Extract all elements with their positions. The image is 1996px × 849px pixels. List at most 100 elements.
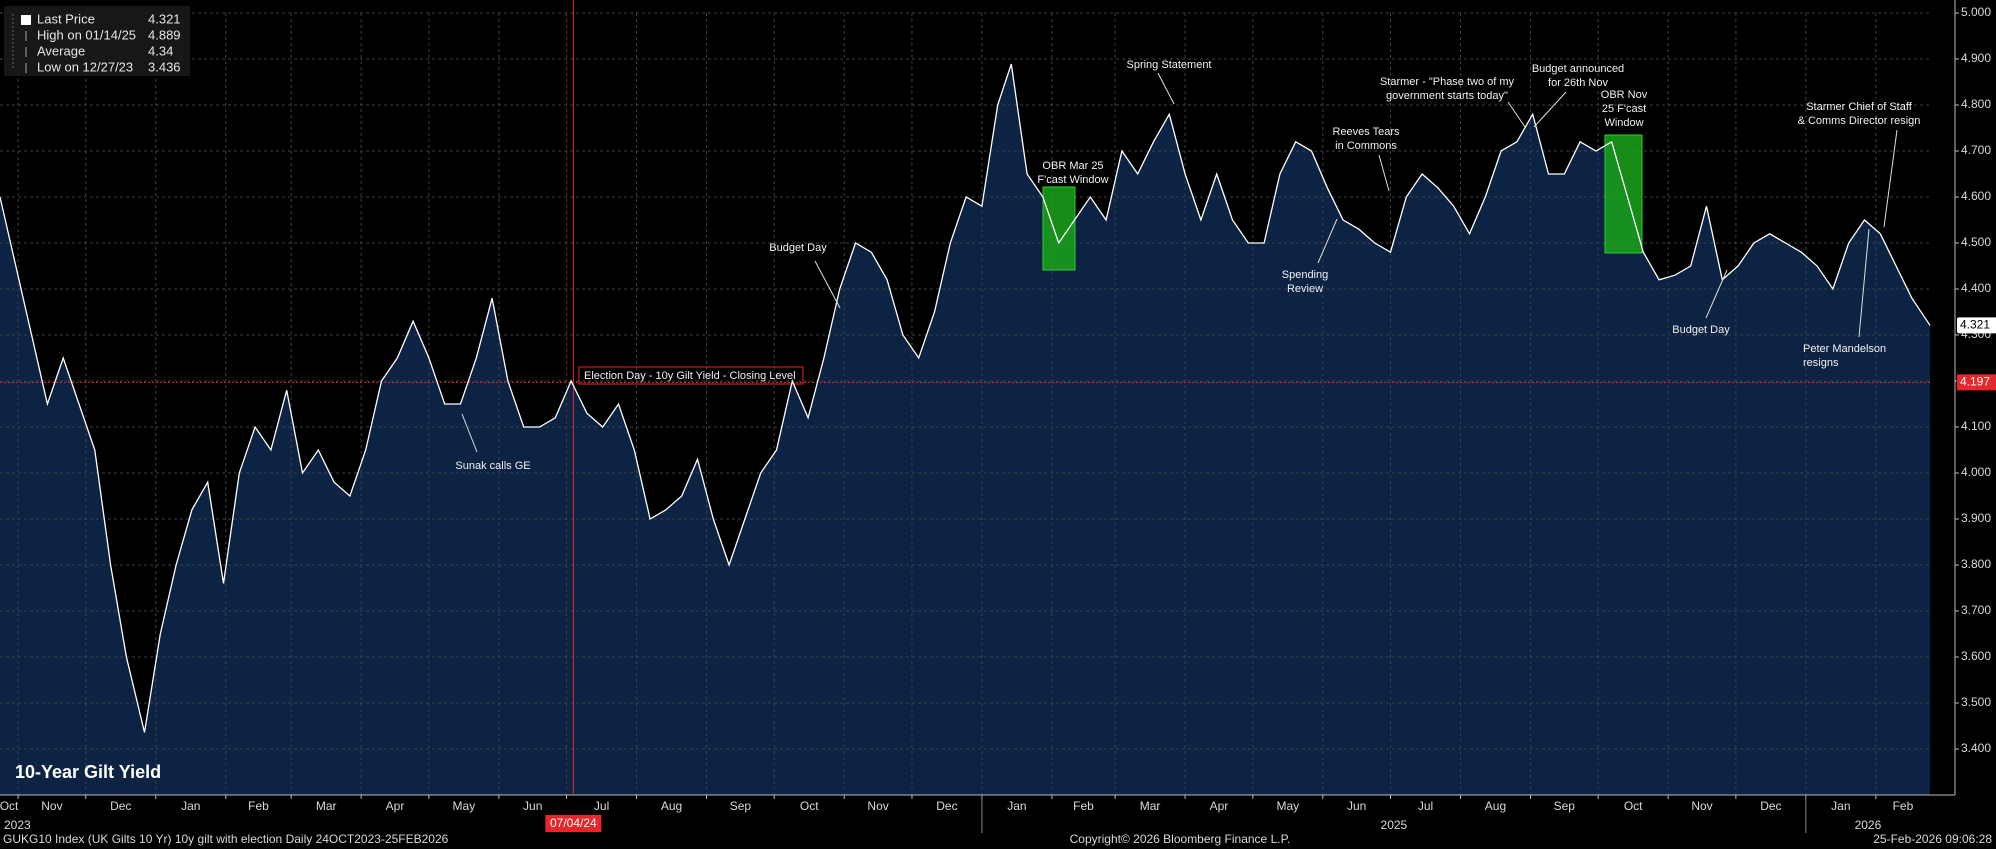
reference-annotation-box (578, 366, 804, 385)
annotation-text: Starmer - "Phase two of my (1380, 76, 1515, 88)
legend-name: Average (37, 43, 85, 58)
x-tick-label: Sep (1554, 799, 1576, 813)
x-tick-label: Aug (1485, 799, 1506, 813)
x-tick-label: May (453, 799, 476, 813)
legend-value: 4.889 (148, 27, 181, 42)
area-fill (0, 64, 1930, 796)
chart-title: 10-Year Gilt Yield (15, 762, 161, 782)
y-tick-label: 4.100 (1961, 419, 1991, 433)
annotation-text: Spending (1282, 269, 1329, 281)
x-tick-label: Nov (1691, 799, 1712, 813)
annotation-leader (1858, 228, 1870, 338)
y-tick-label: 3.700 (1961, 603, 1991, 617)
x-tick-label: Jul (594, 799, 609, 813)
year-label: 2025 (1381, 818, 1408, 832)
x-tick-label: Oct (1624, 799, 1643, 813)
annotation-leader (1157, 72, 1175, 105)
axis-panel (1930, 0, 1996, 795)
year-label: 2023 (4, 818, 31, 832)
x-tick-label: Jun (1347, 799, 1366, 813)
annotation-text: OBR Nov (1601, 89, 1648, 101)
annotation-text: Peter Mandelson (1803, 343, 1886, 355)
date-marker-tag (545, 815, 602, 832)
annotation-text: Budget Day (1672, 324, 1730, 336)
y-tick-label: 3.900 (1961, 511, 1991, 525)
annotation-leader (1883, 129, 1898, 228)
legend-name: Last Price (37, 11, 95, 26)
y-tick-label: 4.700 (1961, 143, 1991, 157)
annotation-text: 25 F'cast (1602, 103, 1646, 115)
y-tick-label: 3.800 (1961, 557, 1991, 571)
legend-box (4, 6, 190, 76)
annotation-leader (1533, 91, 1567, 128)
plot-area (0, 12, 1955, 796)
x-tick-label: Dec (110, 799, 131, 813)
x-tick-label: Oct (800, 799, 819, 813)
x-tick-label: Dec (1760, 799, 1781, 813)
legend-value: 4.34 (148, 43, 173, 58)
legend-value: 3.436 (148, 59, 181, 74)
last-price-tag (1957, 317, 1996, 334)
y-tick-label: 4.500 (1961, 235, 1991, 249)
annotation-leader (1507, 101, 1526, 128)
annotation-leader (1378, 154, 1390, 192)
annotation-text: Starmer Chief of Staff (1806, 101, 1913, 113)
x-tick-label: Dec (936, 799, 957, 813)
legend-name: Low on 12/27/23 (37, 59, 133, 74)
footer-right: 25-Feb-2026 09:06:28 (1873, 832, 1992, 846)
annotation-text: Review (1287, 283, 1323, 295)
x-tick-label: Jan (1007, 799, 1026, 813)
last-price-label: 4.321 (1960, 318, 1990, 332)
x-tick-label: Mar (1140, 799, 1161, 813)
x-tick-label: Feb (248, 799, 269, 813)
annotation-leader (1317, 218, 1338, 264)
x-tick-label: Nov (867, 799, 888, 813)
legend-value: 4.321 (148, 11, 181, 26)
x-tick-label: Aug (661, 799, 682, 813)
annotation-text: OBR Mar 25 (1042, 160, 1103, 172)
obr-window (1604, 134, 1643, 254)
annotation-text: Reeves Tears (1332, 126, 1400, 138)
x-tick-label: Oct (0, 799, 19, 813)
y-tick-label: 4.600 (1961, 189, 1991, 203)
reference-tag (1957, 374, 1996, 391)
x-tick-label: Feb (1073, 799, 1094, 813)
annotation-text: in Commons (1335, 140, 1397, 152)
reference-tag-label: 4.197 (1960, 375, 1990, 389)
y-tick-label: 4.800 (1961, 97, 1991, 111)
annotation-text: government starts today" (1386, 90, 1508, 102)
x-tick-label: Mar (316, 799, 337, 813)
y-tick-label: 3.400 (1961, 741, 1991, 755)
annotation-text: Window (1604, 117, 1643, 129)
x-tick-label: Feb (1893, 799, 1914, 813)
annotation-leader (814, 260, 841, 309)
legend-swatch (21, 15, 31, 25)
x-tick-label: Jan (181, 799, 200, 813)
obr-window (1042, 186, 1076, 271)
x-tick-label: Jan (1831, 799, 1850, 813)
annotation-text: & Comms Director resign (1798, 115, 1921, 127)
y-tick-label: 4.900 (1961, 51, 1991, 65)
x-tick-label: Apr (386, 799, 405, 813)
x-tick-label: May (1276, 799, 1299, 813)
year-label: 2026 (1855, 818, 1882, 832)
annotation-text: Spring Statement (1127, 59, 1212, 71)
annotation-text: Budget announced (1532, 63, 1624, 75)
y-tick-label: 4.400 (1961, 281, 1991, 295)
annotation-text: Budget Day (769, 242, 827, 254)
x-tick-label: Sep (730, 799, 752, 813)
footer-left: GUKG10 Index (UK Gilts 10 Yr) 10y gilt w… (3, 832, 449, 846)
data-line (0, 63, 1931, 733)
y-tick-label: 3.600 (1961, 649, 1991, 663)
annotation-text: F'cast Window (1037, 174, 1108, 186)
footer-center: Copyright© 2026 Bloomberg Finance L.P. (1070, 832, 1291, 846)
annotation-text: resigns (1803, 357, 1839, 369)
y-tick-label: 5.000 (1961, 5, 1991, 19)
x-tick-label: Jun (523, 799, 542, 813)
reference-annotation: Election Day - 10y Gilt Yield - Closing … (584, 370, 796, 382)
legend-name: High on 01/14/25 (37, 27, 136, 42)
annotation-text: Sunak calls GE (455, 460, 530, 472)
x-tick-label: Apr (1210, 799, 1229, 813)
